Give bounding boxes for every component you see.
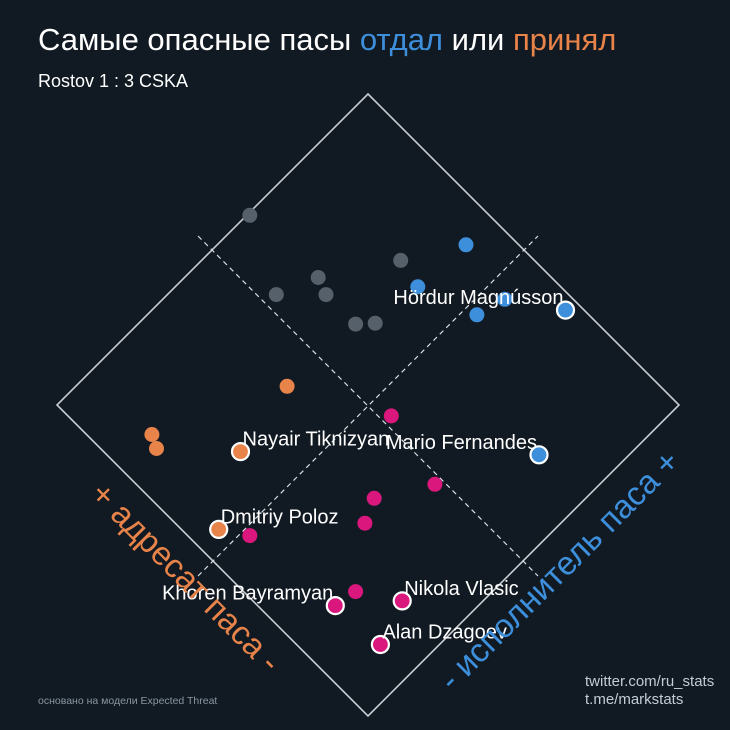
player-point xyxy=(357,515,373,531)
credit-telegram: t.me/markstats xyxy=(585,691,684,708)
point-label: Nayair Tiknizyan xyxy=(243,429,390,451)
point-label: Hördur Magnússon xyxy=(393,287,563,309)
labels-layer: Alan Dzagoev Khoren Bayramyan Nikola Vlasi… xyxy=(162,287,563,643)
player-point xyxy=(393,252,409,268)
player-point xyxy=(310,270,326,285)
title-received: принял xyxy=(512,22,617,57)
player-point-highlight xyxy=(555,300,576,320)
center-gridline-a xyxy=(197,235,539,577)
points-layer xyxy=(144,207,576,655)
player-point-highlight xyxy=(392,591,412,611)
player-point xyxy=(318,287,334,303)
player-point xyxy=(383,408,399,424)
player-point xyxy=(367,315,383,331)
credits: twitter.com/ru_stats t.me/markstats xyxy=(585,673,714,709)
point-label: Mario Fernandes xyxy=(386,432,537,454)
player-point-highlight xyxy=(209,519,229,540)
point-label: Alan Dzagoev xyxy=(382,622,507,644)
player-point-highlight xyxy=(230,442,251,462)
receiver-axis-label: + адресат паса - xyxy=(84,475,289,680)
player-point xyxy=(279,378,295,394)
player-point-highlight xyxy=(370,634,390,655)
point-label: Nikola Vlasic xyxy=(404,578,518,600)
title-mid: или xyxy=(443,22,513,57)
passer-axis-label: - исполнитель паса + xyxy=(431,442,686,697)
player-point-highlight xyxy=(325,595,345,616)
chart-frame xyxy=(55,92,681,718)
point-label: Dmitriy Poloz xyxy=(221,506,339,528)
player-point xyxy=(427,476,443,492)
player-point xyxy=(242,207,258,223)
player-point xyxy=(348,316,364,332)
point-label: Khoren Bayramyan xyxy=(162,583,333,605)
player-point xyxy=(242,528,258,544)
player-point xyxy=(497,291,513,307)
chart-title: Самые опасные пасы отдал или принял xyxy=(38,22,616,58)
player-point xyxy=(149,441,164,456)
title-part1: Самые опасные пасы xyxy=(38,22,360,57)
player-point xyxy=(348,584,364,600)
player-point xyxy=(268,287,284,303)
title-given: отдал xyxy=(359,22,444,57)
player-point xyxy=(458,237,474,253)
player-point xyxy=(366,490,382,506)
player-point xyxy=(410,279,426,295)
credit-twitter: twitter.com/ru_stats xyxy=(585,673,715,690)
player-point xyxy=(469,307,485,323)
model-note: основано на модели Expected Threat xyxy=(38,695,218,707)
chart-subtitle: Rostov 1 : 3 CSKA xyxy=(38,71,189,91)
player-point-highlight xyxy=(529,445,549,465)
center-gridline-b xyxy=(197,235,539,577)
player-point xyxy=(144,427,160,442)
